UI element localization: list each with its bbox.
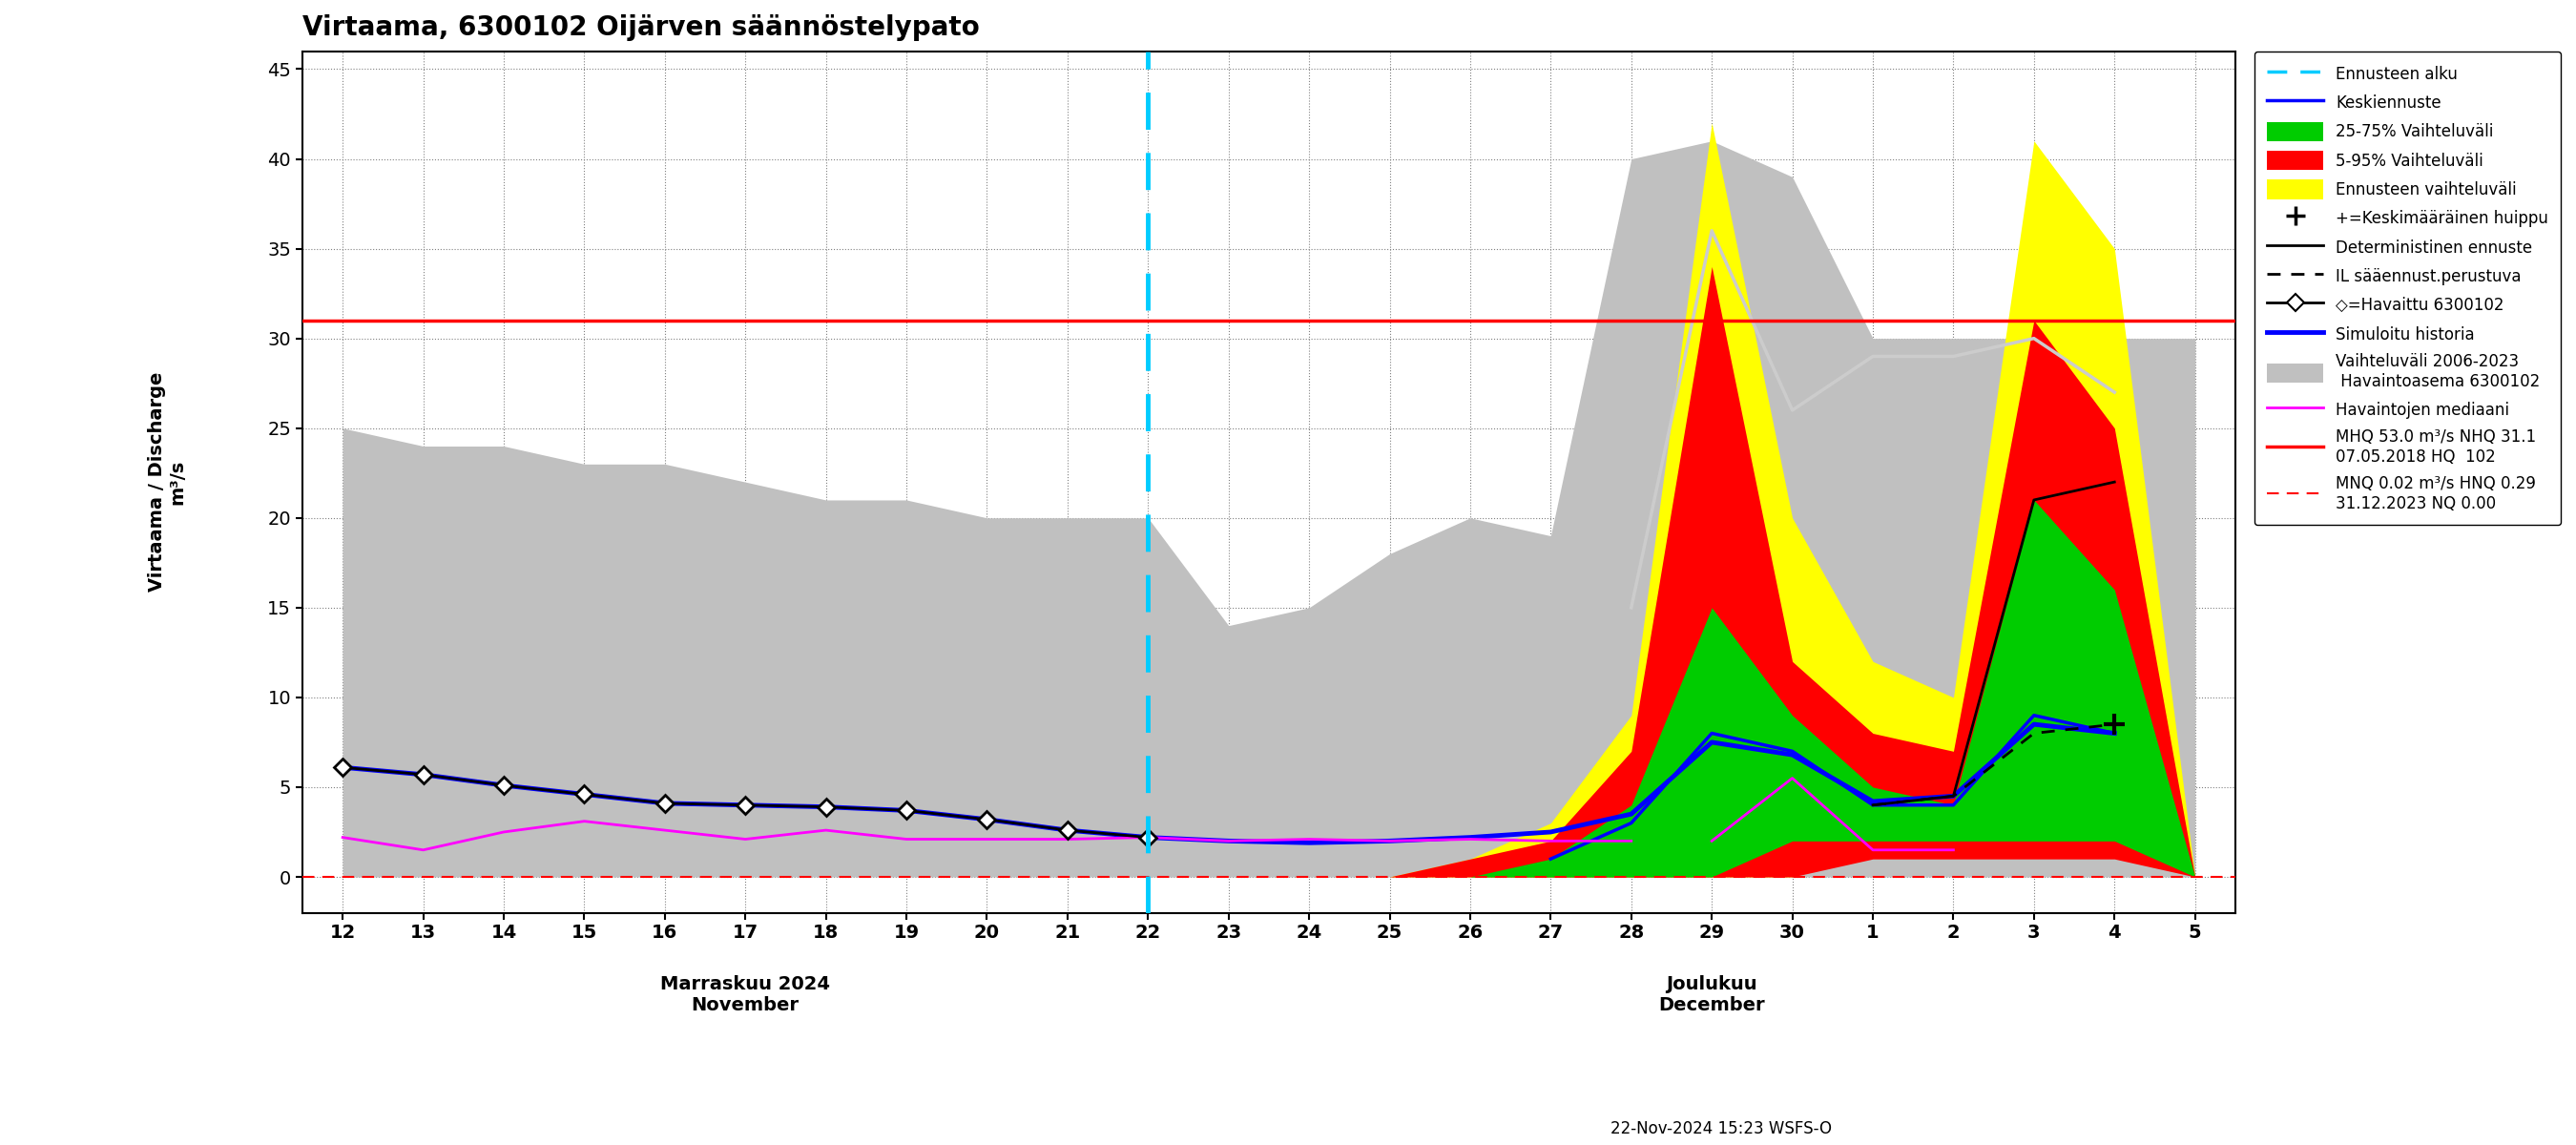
Text: Marraskuu 2024
November: Marraskuu 2024 November (659, 976, 829, 1014)
Legend: Ennusteen alku, Keskiennuste, 25-75% Vaihteluväli, 5-95% Vaihteluväli, Ennusteen: Ennusteen alku, Keskiennuste, 25-75% Vai… (2254, 52, 2561, 526)
Text: Virtaama / Discharge
m³/s: Virtaama / Discharge m³/s (147, 372, 185, 592)
Text: 22-Nov-2024 15:23 WSFS-O: 22-Nov-2024 15:23 WSFS-O (1610, 1120, 1832, 1137)
Text: Joulukuu
December: Joulukuu December (1659, 976, 1765, 1014)
Text: Virtaama, 6300102 Oijärven säännöstelypato: Virtaama, 6300102 Oijärven säännöstelypa… (301, 14, 979, 41)
